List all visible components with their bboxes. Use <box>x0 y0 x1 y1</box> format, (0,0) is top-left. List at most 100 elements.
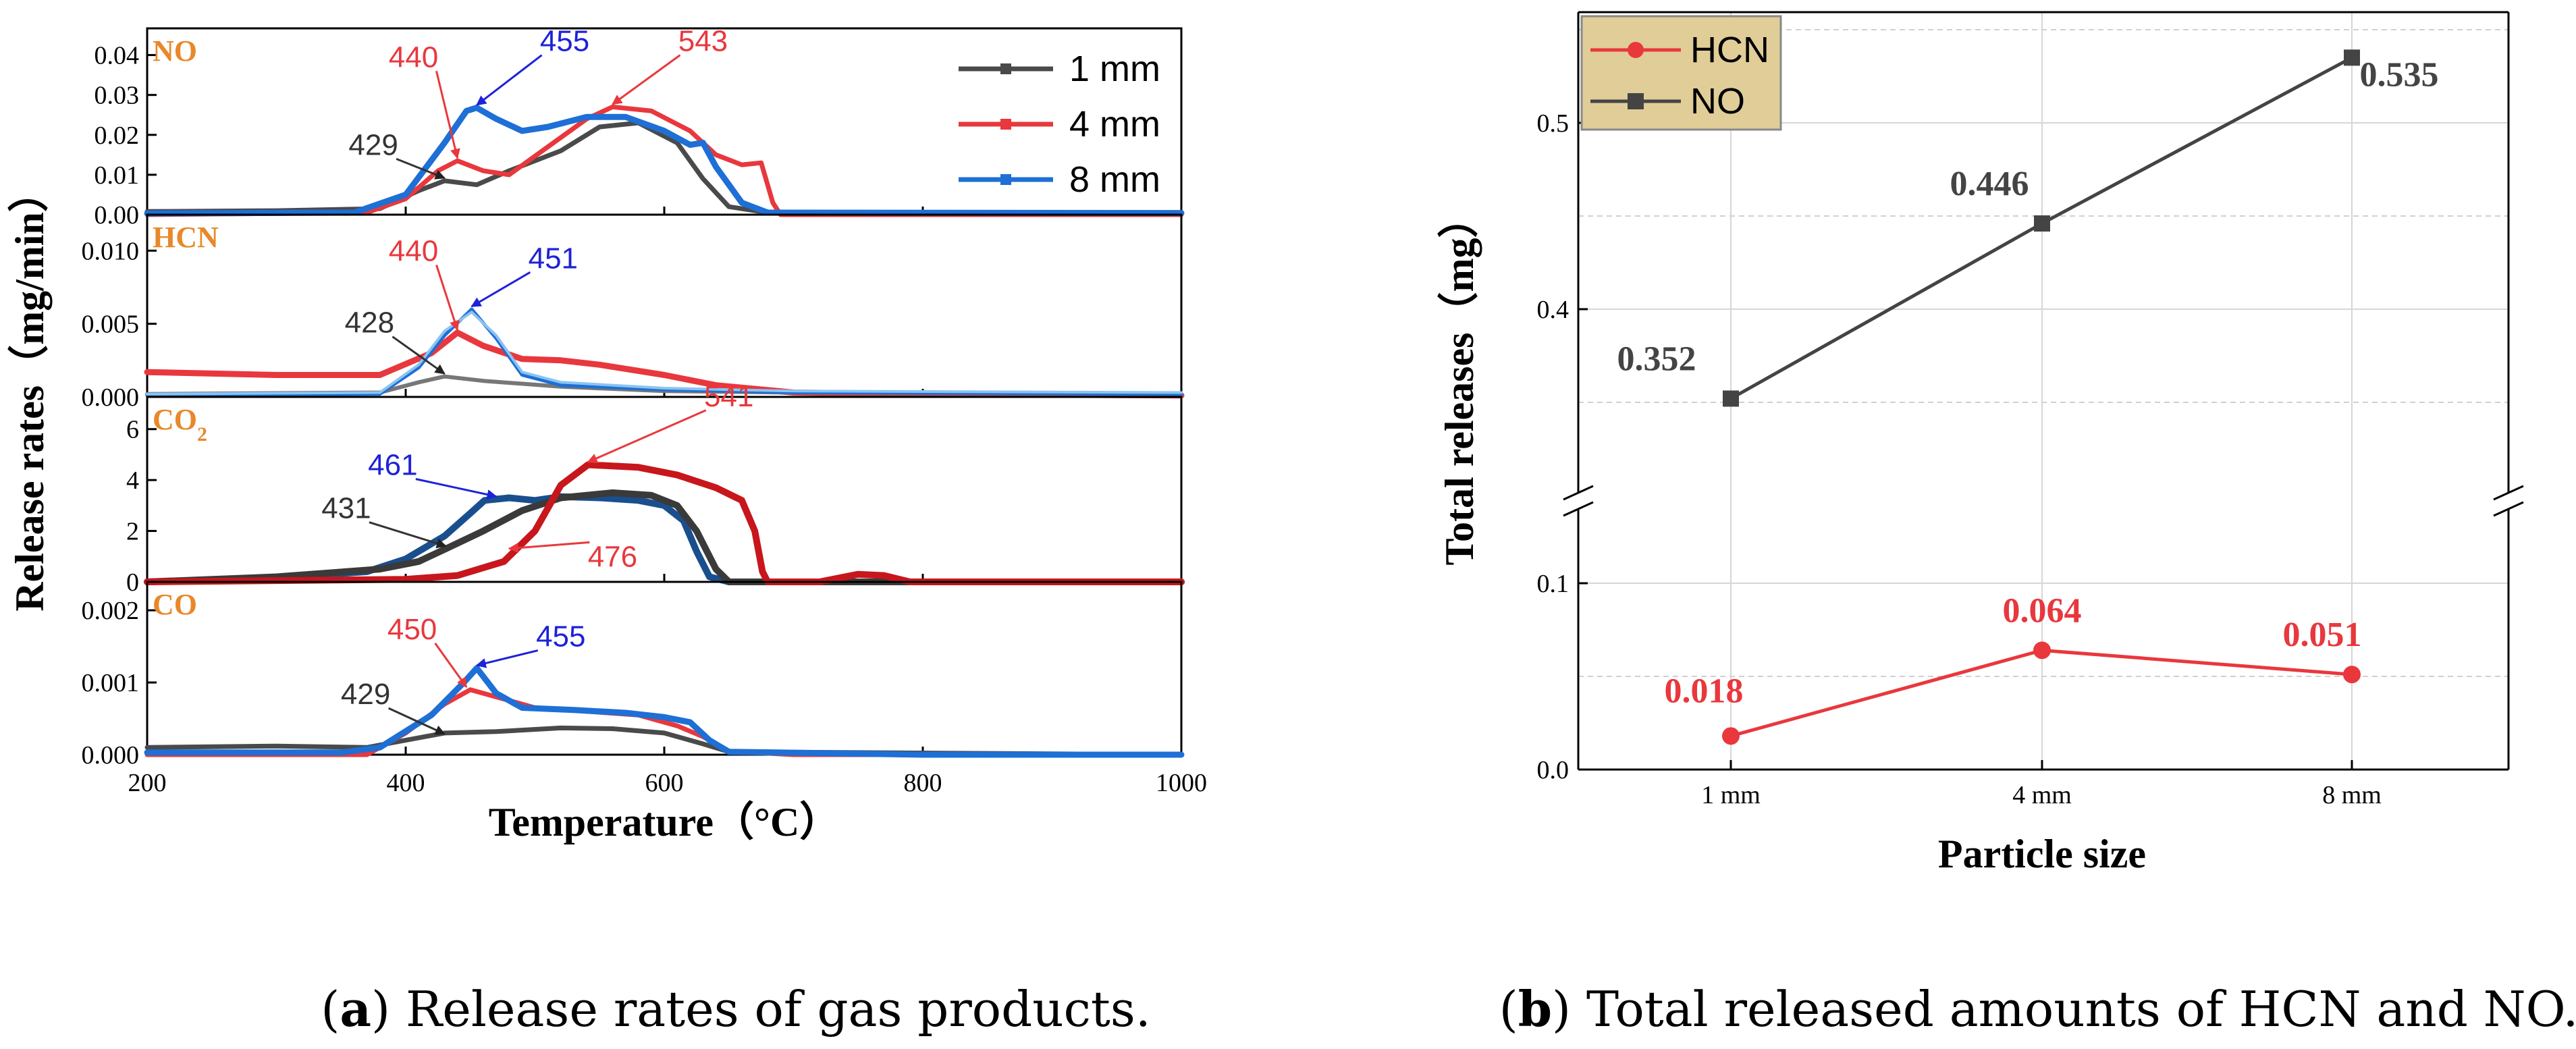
legend-marker <box>1628 42 1644 58</box>
annotation-label: 541 <box>704 380 753 413</box>
x-axis-title: Temperature（°C） <box>489 799 840 844</box>
legend-box <box>1580 15 1782 131</box>
y-tick-label: 0.005 <box>82 311 140 339</box>
annotation-arrow <box>612 54 681 105</box>
annotation-label: 455 <box>536 620 585 653</box>
y-tick-label: 0.01 <box>95 161 140 190</box>
series-line-1mm <box>144 489 1185 585</box>
data-label-hcn: 0.018 <box>1665 672 1744 710</box>
caption-text: ) Total released amounts of HCN and NO. <box>1552 981 2576 1038</box>
panel-frame <box>146 213 1183 398</box>
caption-letter: a <box>340 980 371 1038</box>
annotation-arrow <box>435 70 460 159</box>
x-tick-label: 400 <box>387 769 425 797</box>
panel-co: 0.000 0.001 0.002 450 455 429 CO <box>82 581 1185 770</box>
gas-label: CO <box>153 588 197 621</box>
gas-label: CO2 <box>153 403 207 446</box>
axis-break-mark <box>1563 501 1594 517</box>
series-line-4mm <box>144 461 1185 585</box>
annotation-arrow <box>388 707 446 735</box>
axis-break-mark <box>2493 501 2524 517</box>
series-line-8mm <box>144 493 1185 585</box>
y-tick-label: 0.000 <box>82 383 140 412</box>
annotation-label: 440 <box>389 235 438 268</box>
caption-b: (b) Total released amounts of HCN and NO… <box>1499 980 2576 1038</box>
x-tick-label: 1 mm <box>1701 781 1761 809</box>
annotation-arrow <box>369 521 447 549</box>
data-label-no: 0.352 <box>1617 340 1696 378</box>
annotation-label: 429 <box>341 678 390 711</box>
x-tick-label: 600 <box>645 769 684 797</box>
y-tick-label: 0.002 <box>82 597 140 625</box>
annotation-label: 428 <box>345 306 394 340</box>
legend-b: HCN NO <box>1580 15 1782 131</box>
series-line-8mm <box>145 307 1183 398</box>
series-line-8mm <box>144 105 1185 217</box>
annotation-arrow <box>587 409 707 463</box>
legend-marker <box>1628 93 1644 109</box>
data-label-hcn: 0.051 <box>2283 616 2362 654</box>
data-point-no <box>2034 215 2050 232</box>
series-line-1mm <box>144 725 1184 757</box>
y-tick-label: 4 <box>126 466 139 495</box>
gas-subscript: 2 <box>197 423 207 446</box>
x-tick-label: 200 <box>128 769 167 797</box>
panel-co2: 0 2 4 6 541 461 431 476 CO2 <box>126 380 1185 597</box>
y-tick-label: 6 <box>126 416 139 444</box>
y-tick-label: 0.04 <box>95 42 140 70</box>
annotation-label: 429 <box>348 128 398 161</box>
y-tick-label: 0.1 <box>1537 570 1569 598</box>
y-tick-label: 0.001 <box>82 669 140 697</box>
caption-a: (a) Release rates of gas products. <box>321 980 1150 1038</box>
annotation-label: 543 <box>678 25 728 58</box>
legend-marker <box>1000 174 1011 185</box>
annotation-arrow <box>435 265 460 331</box>
annotation-label: 476 <box>588 540 637 573</box>
annotation-label: 440 <box>389 41 438 74</box>
data-point-no <box>2344 49 2360 66</box>
annotation-label: 451 <box>529 242 578 275</box>
axis-break-mark <box>1563 485 1594 501</box>
legend-marker <box>1000 63 1011 74</box>
y-axis-title: Release rates（mg/min） <box>7 171 52 612</box>
caption-text: ) Release rates of gas products. <box>371 981 1151 1038</box>
y-axis-title: Total releases（mg） <box>1437 198 1482 566</box>
y-tick-label: 0.5 <box>1537 109 1569 138</box>
y-tick-label: 0.000 <box>82 741 140 770</box>
legend-label: HCN <box>1690 30 1769 70</box>
y-tick-label: 2 <box>126 518 139 546</box>
y-tick-label: 0.02 <box>95 122 140 150</box>
legend-marker <box>1000 119 1011 130</box>
annotation-arrow <box>476 54 543 106</box>
y-tick-label: 0 <box>126 568 139 597</box>
series-line-8mm <box>144 665 1185 758</box>
panel-frame <box>146 581 1183 756</box>
axis-break-mark <box>2493 485 2524 501</box>
panel-frame <box>146 27 1183 216</box>
series-line-1mm <box>144 120 1184 216</box>
annotation-arrow <box>508 541 590 554</box>
annotation-arrow <box>396 157 446 180</box>
series-line-4mm <box>144 104 1184 217</box>
legend-label: 4 mm <box>1069 104 1160 144</box>
x-tick-label: 4 mm <box>2012 781 2072 809</box>
data-label-no: 0.446 <box>1950 165 2029 203</box>
annotation-arrow <box>475 649 539 668</box>
x-tick-label: 1000 <box>1156 769 1207 797</box>
gas-label: NO <box>153 34 197 68</box>
annotation-label: 455 <box>540 25 589 58</box>
data-point-hcn <box>2033 641 2051 660</box>
series-line-4mm <box>144 329 1185 399</box>
x-tick-label: 8 mm <box>2322 781 2382 809</box>
y-tick-label: 0.0 <box>1537 756 1569 784</box>
gas-label: HCN <box>153 221 219 254</box>
data-point-no <box>1723 390 1739 407</box>
panel-frame <box>146 396 1183 583</box>
annotation-arrow <box>415 478 498 500</box>
annotation-arrow <box>471 271 531 308</box>
data-point-hcn <box>1722 727 1740 745</box>
y-tick-label: 0.03 <box>95 82 140 110</box>
y-tick-label: 0.010 <box>82 237 140 265</box>
annotation-arrow <box>392 335 446 375</box>
